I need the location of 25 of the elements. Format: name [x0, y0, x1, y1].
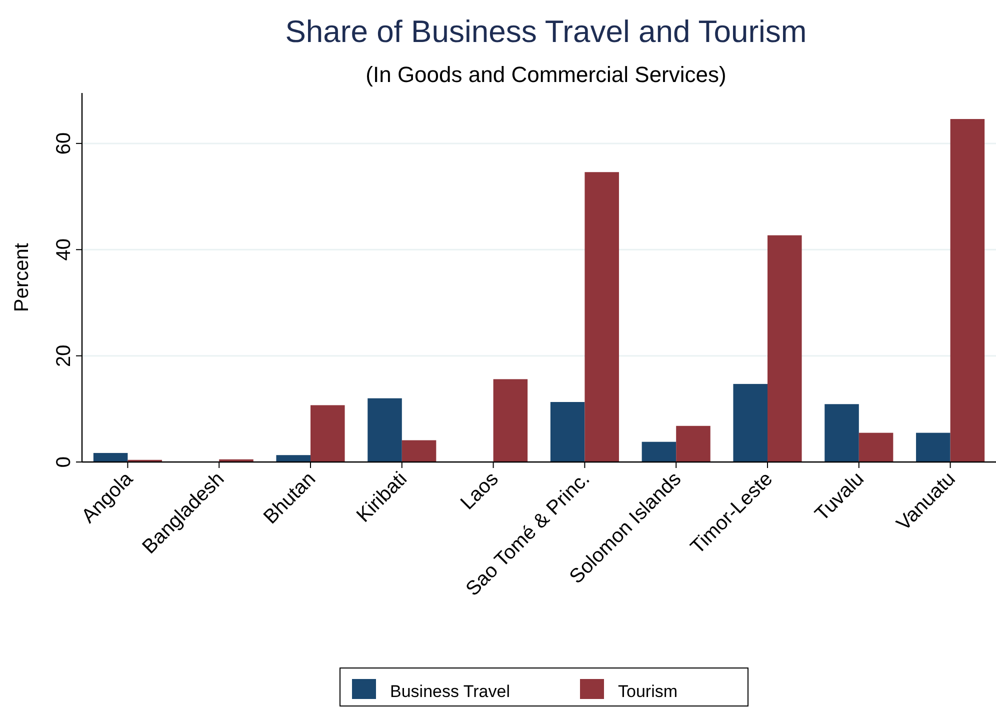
y-tick-label: 20: [53, 344, 75, 367]
bar: [858, 432, 894, 462]
bar: [950, 119, 985, 462]
bar: [402, 440, 436, 462]
legend-label: Business Travel: [390, 682, 510, 701]
bar: [493, 379, 528, 462]
bar: [368, 398, 402, 462]
bar: [824, 404, 859, 462]
bar: [733, 384, 768, 462]
bar: [916, 432, 950, 462]
bar: [550, 402, 585, 462]
y-tick-label: 60: [53, 132, 75, 155]
bar: [676, 426, 710, 462]
bar: [768, 235, 802, 462]
bar: [93, 452, 128, 462]
bar: [276, 455, 310, 462]
bar: [642, 442, 676, 462]
y-axis-title: Percent: [11, 242, 33, 312]
chart-title: Share of Business Travel and Tourism: [285, 14, 807, 49]
y-tick-label: 40: [53, 238, 75, 261]
bar: [310, 405, 345, 462]
y-tick-label: 0: [53, 456, 75, 468]
chart-subtitle: (In Goods and Commercial Services): [366, 62, 726, 87]
bar: [584, 172, 619, 462]
legend-label: Tourism: [618, 682, 678, 701]
